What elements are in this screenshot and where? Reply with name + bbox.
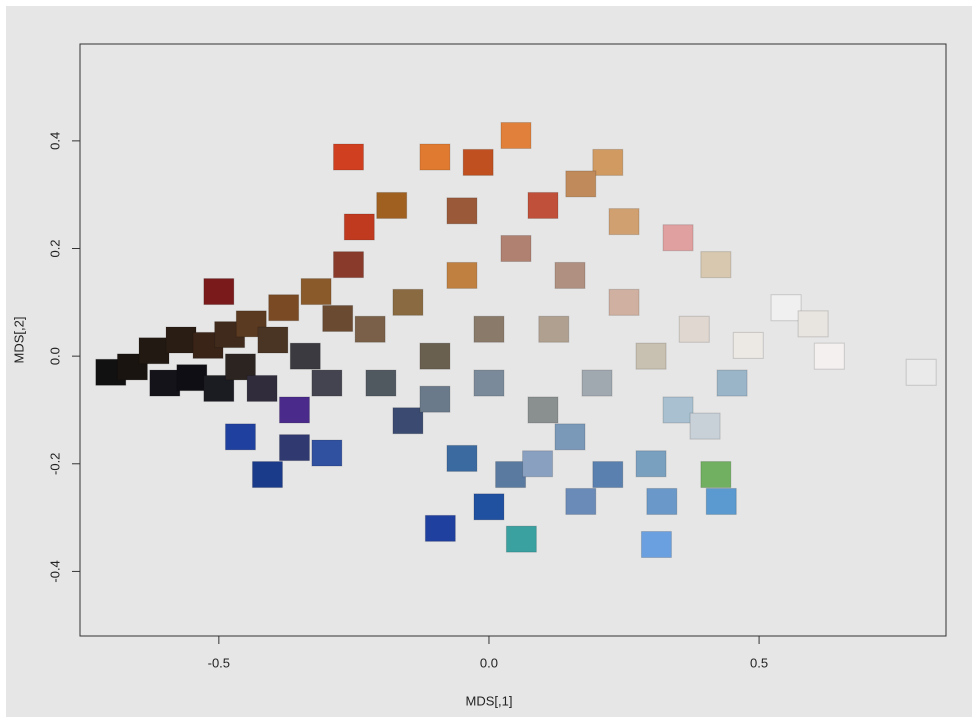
x-axis-label: MDS[,1] [466,693,513,708]
thumbnail-point [554,423,586,451]
thumbnail-point [700,251,732,279]
thumbnail-point [678,315,710,343]
thumbnail-point [278,434,310,462]
thumbnail-point [500,121,532,149]
thumbnail-point [635,450,667,478]
thumbnail-point [257,326,289,354]
thumbnail-point [224,423,256,451]
y-tick-label: 0.0 [47,347,62,365]
thumbnail-point [322,304,354,332]
thumbnail-point [392,407,424,435]
thumbnail-point [424,514,456,542]
thumbnail-point [635,342,667,370]
thumbnail-point [176,364,208,392]
thumbnail-point [473,315,505,343]
thumbnail-point [149,369,181,397]
thumbnail-point [565,487,597,515]
thumbnail-point [289,342,321,370]
thumbnail-point [246,374,278,402]
thumbnail-point [770,294,802,322]
thumbnail-point [813,342,845,370]
thumbnail-point [268,294,300,322]
y-tick-label: -0.2 [47,453,62,475]
thumbnail-point [581,369,613,397]
thumbnail-point [251,461,283,489]
thumbnail-point [446,197,478,225]
thumbnail-point [365,369,397,397]
thumbnail-point [462,148,494,176]
x-tick-label: 0.5 [750,655,768,670]
thumbnail-point [527,396,559,424]
y-tick-label: 0.4 [47,132,62,150]
thumbnail-point [165,326,197,354]
thumbnail-point [662,396,694,424]
thumbnail-point [278,396,310,424]
plot-box [79,43,947,637]
thumbnail-point [419,385,451,413]
thumbnail-point [608,288,640,316]
thumbnail-point [495,461,527,489]
thumbnail-point [592,461,624,489]
thumbnail-point [705,487,737,515]
thumbnail-point [446,444,478,472]
thumbnail-point [538,315,570,343]
thumbnail-point [716,369,748,397]
thumbnail-point [446,261,478,289]
thumbnail-point [689,412,721,440]
thumbnail-point [332,251,364,279]
thumbnail-point [343,213,375,241]
thumbnail-point [554,261,586,289]
thumbnail-point [732,331,764,359]
thumbnail-point [522,450,554,478]
thumbnail-point [700,461,732,489]
thumbnail-point [138,337,170,365]
thumbnail-point [592,148,624,176]
thumbnail-point [662,224,694,252]
thumbnail-point [354,315,386,343]
thumbnail-point [500,235,532,263]
y-tick-label: -0.4 [47,560,62,582]
x-tick-label: -0.5 [208,655,230,670]
x-tick-label: 0.0 [480,655,498,670]
thumbnail-point [646,487,678,515]
y-axis-label: MDS[,2] [11,317,26,364]
thumbnail-point [473,493,505,521]
thumbnail-point [640,531,672,559]
thumbnail-point [376,191,408,219]
thumbnail-point [300,278,332,306]
thumbnail-point [565,170,597,198]
thumbnail-point [203,278,235,306]
thumbnail-point [419,143,451,171]
y-tick-label: 0.2 [47,239,62,257]
thumbnail-point [527,191,559,219]
thumbnail-point [419,342,451,370]
thumbnail-point [392,288,424,316]
thumbnail-point [505,525,537,553]
thumbnail-point [311,439,343,467]
thumbnail-point [311,369,343,397]
thumbnail-point [608,208,640,236]
thumbnail-point [473,369,505,397]
thumbnail-point [797,310,829,338]
thumbnail-point [332,143,364,171]
thumbnail-point [905,358,937,386]
